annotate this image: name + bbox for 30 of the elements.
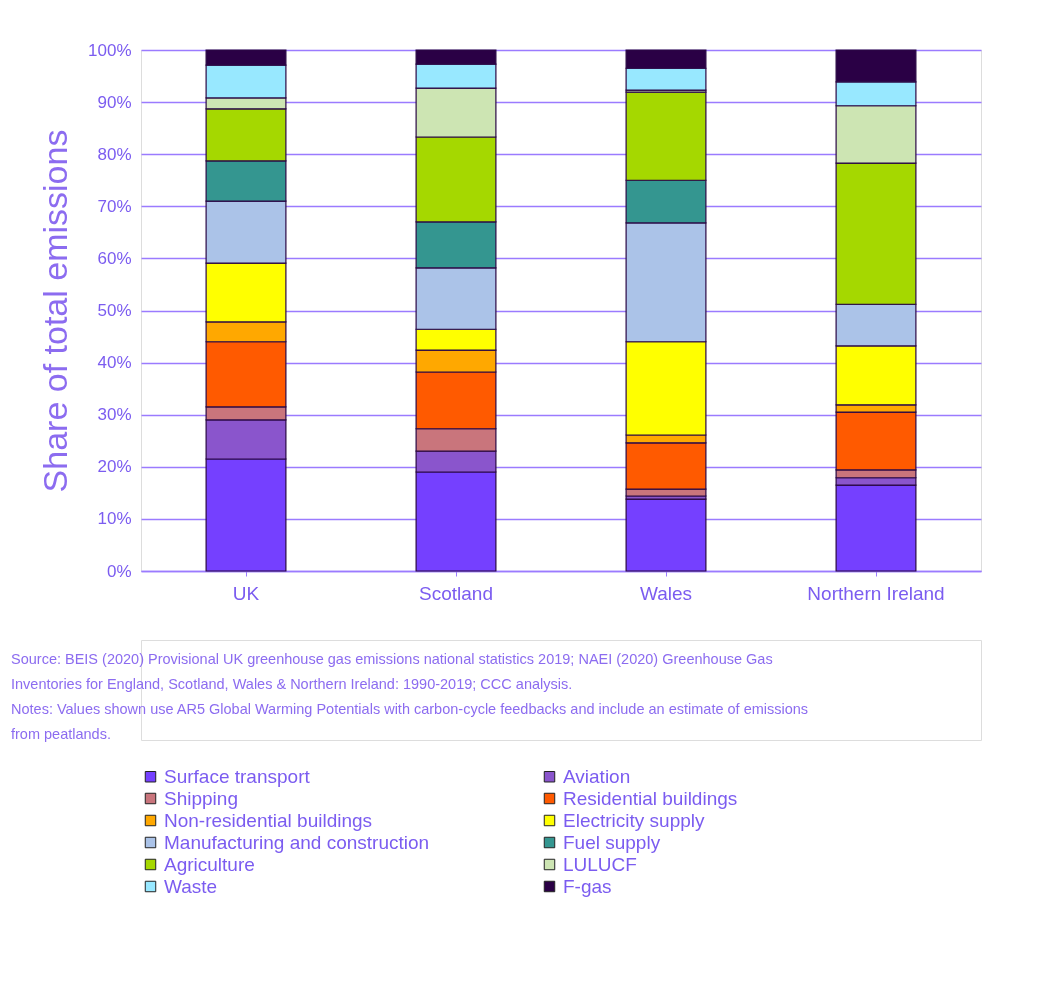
legend-label: Residential buildings [563,787,738,809]
legend-label: Agriculture [164,853,255,875]
text: Notes: Values shown use AR5 Global Warming Potentials with carbon-cycle feedbacks and include an estimate of emissions from peatlands. [11,700,809,742]
y-tick-label: 0% [106,561,132,581]
y-tick-label: 40% [97,353,132,373]
y-tick-label: 100% [88,40,132,60]
y-tick-label: 50% [97,301,132,320]
y-tick-label: 80% [97,144,132,164]
y-tick-label: 10% [97,509,132,529]
legend-label: Electricity supply [563,809,705,831]
x-tick-label: UK [232,582,260,604]
x-tick-label: Scotland [419,582,493,604]
legend-label: Non-residential buildings [164,809,373,831]
x-tick-label: Northern Ireland [807,582,945,604]
y-tick-label: 70% [97,196,132,216]
y-tick-label: 20% [97,457,132,477]
y-axis-title: Share of total emissions [36,129,75,493]
legend-label: LULUCF [563,853,637,875]
legend-label: Fuel supply [563,831,661,853]
source-note: Source: BEIS (2020) Provisional UK greenhouse gas emissions national statistics 2019; NAEI (2020) Greenhouse Gas Inventories for England, Scotland, Wales & Northern Ireland: 1990-2019; CCC analysis. [11,650,773,692]
y-tick-label: 90% [97,92,132,112]
legend-label: Manufacturing and construction [164,831,430,853]
legend-label: Waste [164,875,218,897]
y-tick-label: 60% [97,248,132,268]
legend-label: Surface transport [164,765,311,787]
legend-label: F-gas [563,875,612,897]
legend-label: Shipping [164,787,238,809]
x-tick-label: Wales [639,582,693,604]
y-tick-label: 30% [97,405,132,425]
legend-label: Aviation [563,765,631,787]
